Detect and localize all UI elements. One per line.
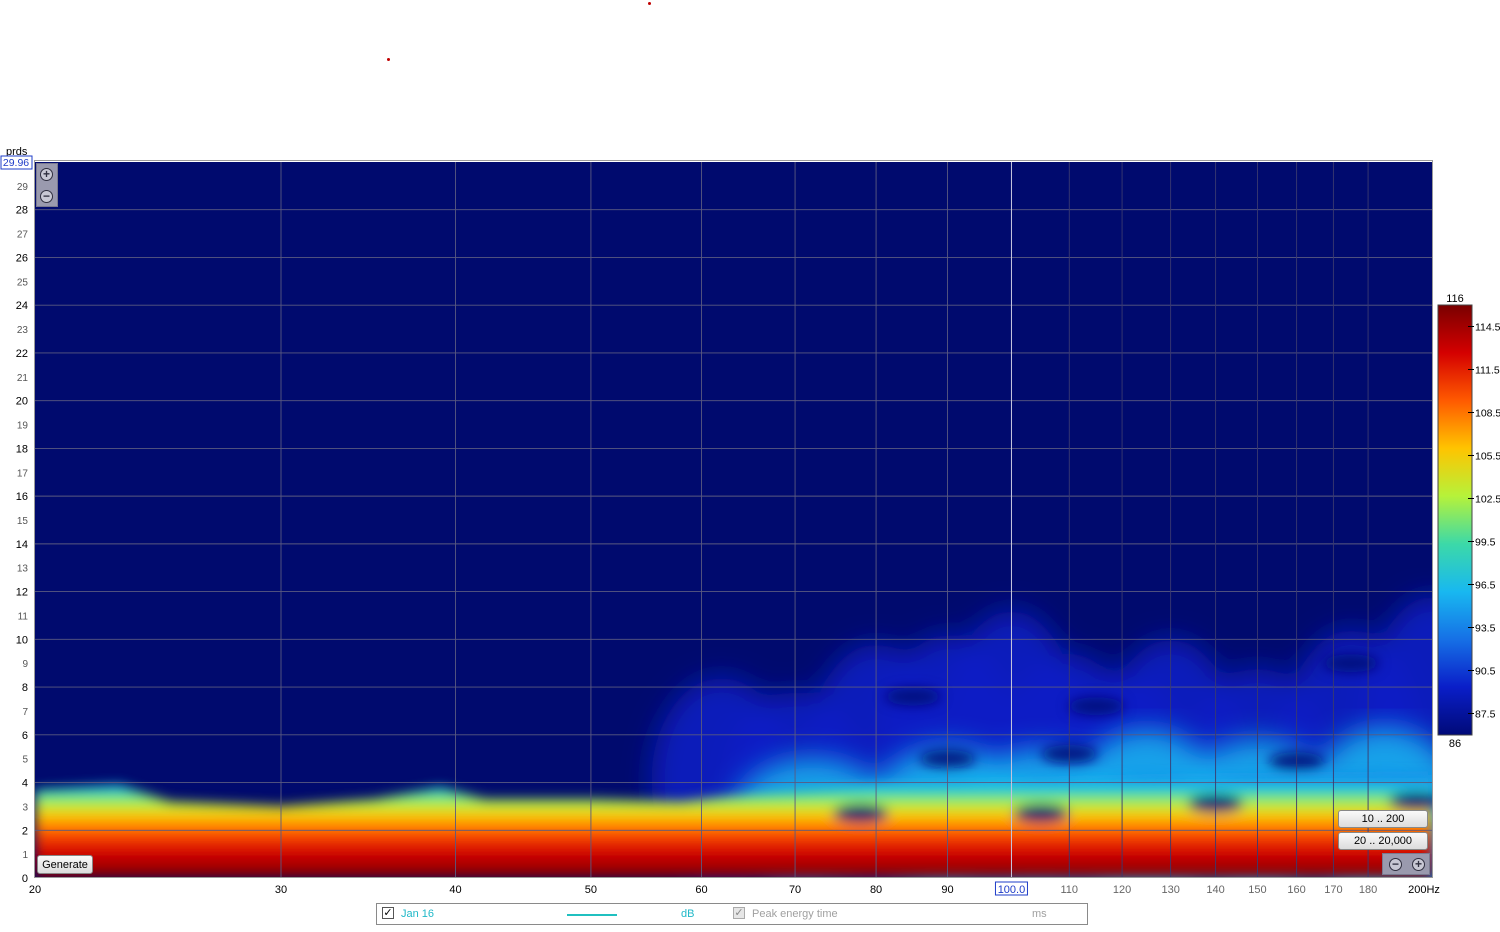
colorbar-label: 87.5 [1475,709,1496,721]
x-tick-label: 50 [585,884,597,896]
y-tick-label: 14 [16,539,28,551]
series-legend: ✓ Jan 16 dB ✓ Peak energy time ms [376,903,1088,925]
x-tick-label: 130 [1161,884,1179,896]
x-tick-label: 90 [941,884,953,896]
y-tick-label: 7 [22,707,28,718]
colorbar-label: 111.5 [1475,365,1500,377]
y-tick-label: 19 [17,421,29,432]
x-tick-label: 150 [1248,884,1266,896]
colorbar-label: 108.5 [1475,408,1500,420]
x-tick-labels: 20 30 40 50 60 70 80 90 100.0 110 120 130 140 150 160 1… [29,881,1440,896]
y-tick-label: 3 [22,802,28,813]
zoom-out-icon[interactable]: − [1389,858,1402,871]
y-tick-labels: 0123456789101112131415161718192021222324… [16,182,29,885]
x-tick-label: 60 [695,884,707,896]
x-tick-label: 70 [789,884,801,896]
plot-border [34,160,1433,878]
y-tick-label: 23 [17,325,29,336]
colorbar: 116 86 114.5 111.5 108.5 105.5 102.5 99.5 96.5 93… [1437,293,1500,750]
series-checkbox[interactable]: ✓ [382,907,394,919]
zoom-in-icon[interactable]: + [40,168,53,181]
null-pocket [884,687,941,706]
x-tick-label: 180 [1359,884,1377,896]
y-tick-label: 10 [16,634,28,646]
zoom-in-icon[interactable]: + [1412,858,1425,871]
db-unit-label: dB [681,908,695,920]
y-tick-label: 4 [22,778,28,790]
y-tick-label: 15 [17,516,29,527]
y-tick-label: 26 [16,252,28,264]
colorbar-scale [1437,304,1473,736]
y-tick-label: 24 [16,300,28,312]
x-tick-label: 160 [1287,884,1305,896]
y-tick-label: 1 [22,850,28,861]
freq-range-button[interactable]: 20 .. 20,000 [1338,832,1428,850]
colorbar-min-label: 86 [1449,738,1461,750]
x-tick-label: 140 [1206,884,1224,896]
y-top-readout-box [0,155,33,170]
x-tick-label: 30 [275,884,287,896]
time-range-button[interactable]: 10 .. 200 [1338,810,1428,828]
y-tick-label: 29 [17,182,29,193]
grid-lines [35,162,1432,878]
peak-energy-checkbox[interactable]: ✓ [733,907,745,919]
x-tick-label: 20 [29,884,41,896]
x-tick-label: 110 [1061,884,1079,896]
x-zoom-controls: − + [1382,853,1430,875]
y-tick-label: 2 [22,825,28,837]
colorbar-label: 99.5 [1475,537,1496,549]
y-tick-label: 5 [22,755,28,766]
series-name: Jan 16 [401,908,435,920]
red-marker [648,2,651,5]
null-pocket [832,804,889,823]
x-tick-label: 200Hz [1408,884,1440,896]
y-tick-label: 11 [18,611,29,622]
null-pocket [1068,697,1125,716]
y-tick-label: 13 [17,564,29,575]
red-marker [387,58,390,61]
y-zoom-controls: + − [36,163,58,207]
x-tick-label: 120 [1113,884,1131,896]
colorbar-max-label: 116 [1446,293,1464,305]
ms-unit-label: ms [1032,908,1047,920]
y-tick-label: 20 [16,396,28,408]
null-pocket [1013,804,1070,823]
peak-energy-label: Peak energy time [752,908,838,920]
decay-band [35,775,1432,878]
series-line-swatch [567,914,617,916]
y-tick-label: 18 [16,443,28,455]
y-tick-label: 22 [16,348,28,360]
y-tick-label: 17 [17,468,29,479]
zoom-out-icon[interactable]: − [40,190,53,203]
colorbar-label: 114.5 [1475,322,1500,334]
y-tick-label: 0 [22,873,28,885]
generate-button[interactable]: Generate [37,855,93,874]
y-tick-label: 27 [17,230,29,241]
x-cursor-readout-box [994,881,1028,896]
y-unit-label: prds [6,146,28,158]
y-tick-label: 28 [16,205,28,217]
y-tick-label: 6 [22,730,28,742]
x-cursor-readout[interactable]: 100.0 [998,884,1026,896]
y-tick-label: 16 [16,491,28,503]
null-pocket [1322,654,1379,673]
x-tick-label: 40 [449,884,461,896]
y-tick-label: 8 [22,682,28,694]
colorbar-label: 96.5 [1475,580,1496,592]
colorbar-label: 90.5 [1475,666,1496,678]
null-pocket [1388,792,1432,811]
x-tick-label: 170 [1324,884,1342,896]
colorbar-label: 93.5 [1475,623,1496,635]
colorbar-label: 105.5 [1475,451,1500,463]
y-tick-label: 25 [17,277,29,288]
y-top-readout[interactable]: 29.96 [3,157,29,169]
colorbar-label: 102.5 [1475,494,1500,506]
x-tick-label: 80 [870,884,882,896]
y-tick-label: 12 [16,587,28,599]
y-tick-label: 9 [22,659,28,670]
y-tick-label: 21 [17,373,29,384]
